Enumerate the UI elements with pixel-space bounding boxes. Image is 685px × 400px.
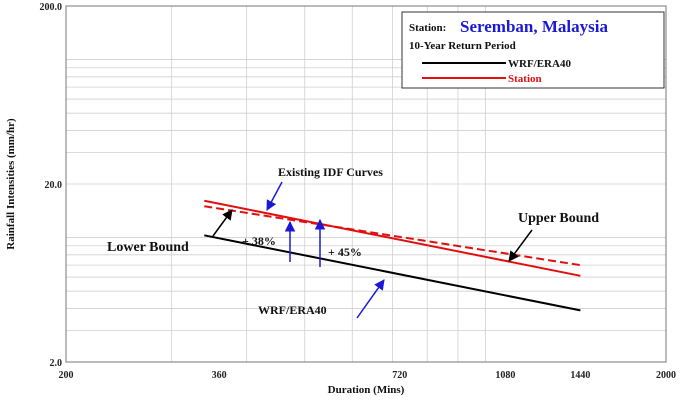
annotation-pct-45: + 45% xyxy=(328,245,362,259)
plot-frame xyxy=(65,5,667,363)
legend-subtitle: 10-Year Return Period xyxy=(409,40,516,52)
y-axis-title: Rainfall Intensities (mm/hr) xyxy=(5,118,17,250)
arrow-wrf xyxy=(356,279,385,319)
x-tick-label: 200 xyxy=(59,370,74,381)
legend-label-station: Station xyxy=(508,73,542,85)
x-tick-label: 720 xyxy=(392,370,407,381)
legend-station-prefix: Station: xyxy=(409,22,446,34)
x-tick-label: 360 xyxy=(212,370,227,381)
y-tick-label: 2.0 xyxy=(50,358,63,369)
series-line-wrf-era40 xyxy=(204,234,581,312)
y-tick-label: 20.0 xyxy=(45,180,63,191)
annotation-existing-idf: Existing IDF Curves xyxy=(278,165,383,179)
legend-box xyxy=(401,11,665,89)
arrow-lower-bound xyxy=(212,209,233,237)
annotation-lower-bound: Lower Bound xyxy=(107,240,189,255)
legend-label-wrf: WRF/ERA40 xyxy=(508,58,571,70)
legend-station-name: Seremban, Malaysia xyxy=(460,17,608,36)
x-tick-label: 2000 xyxy=(656,370,676,381)
x-tick-labels: 200 360 720 1080 1440 2000 xyxy=(59,370,677,381)
y-tick-labels: 2.0 20.0 200.0 xyxy=(40,2,63,369)
x-axis-title: Duration (Mins) xyxy=(328,384,405,396)
arrow-existing-idf xyxy=(266,181,283,211)
arrow-upper-bound xyxy=(508,229,533,262)
annotation-pct-38: + 38% xyxy=(242,234,276,248)
legend: Station: Seremban, Malaysia 10-Year Retu… xyxy=(401,11,665,89)
series-line-station xyxy=(204,199,581,277)
x-tick-label: 1440 xyxy=(570,370,590,381)
x-tick-label: 1080 xyxy=(495,370,515,381)
y-tick-label: 200.0 xyxy=(40,2,63,13)
annotation-upper-bound: Upper Bound xyxy=(518,211,599,226)
annotation-wrf: WRF/ERA40 xyxy=(258,303,327,317)
